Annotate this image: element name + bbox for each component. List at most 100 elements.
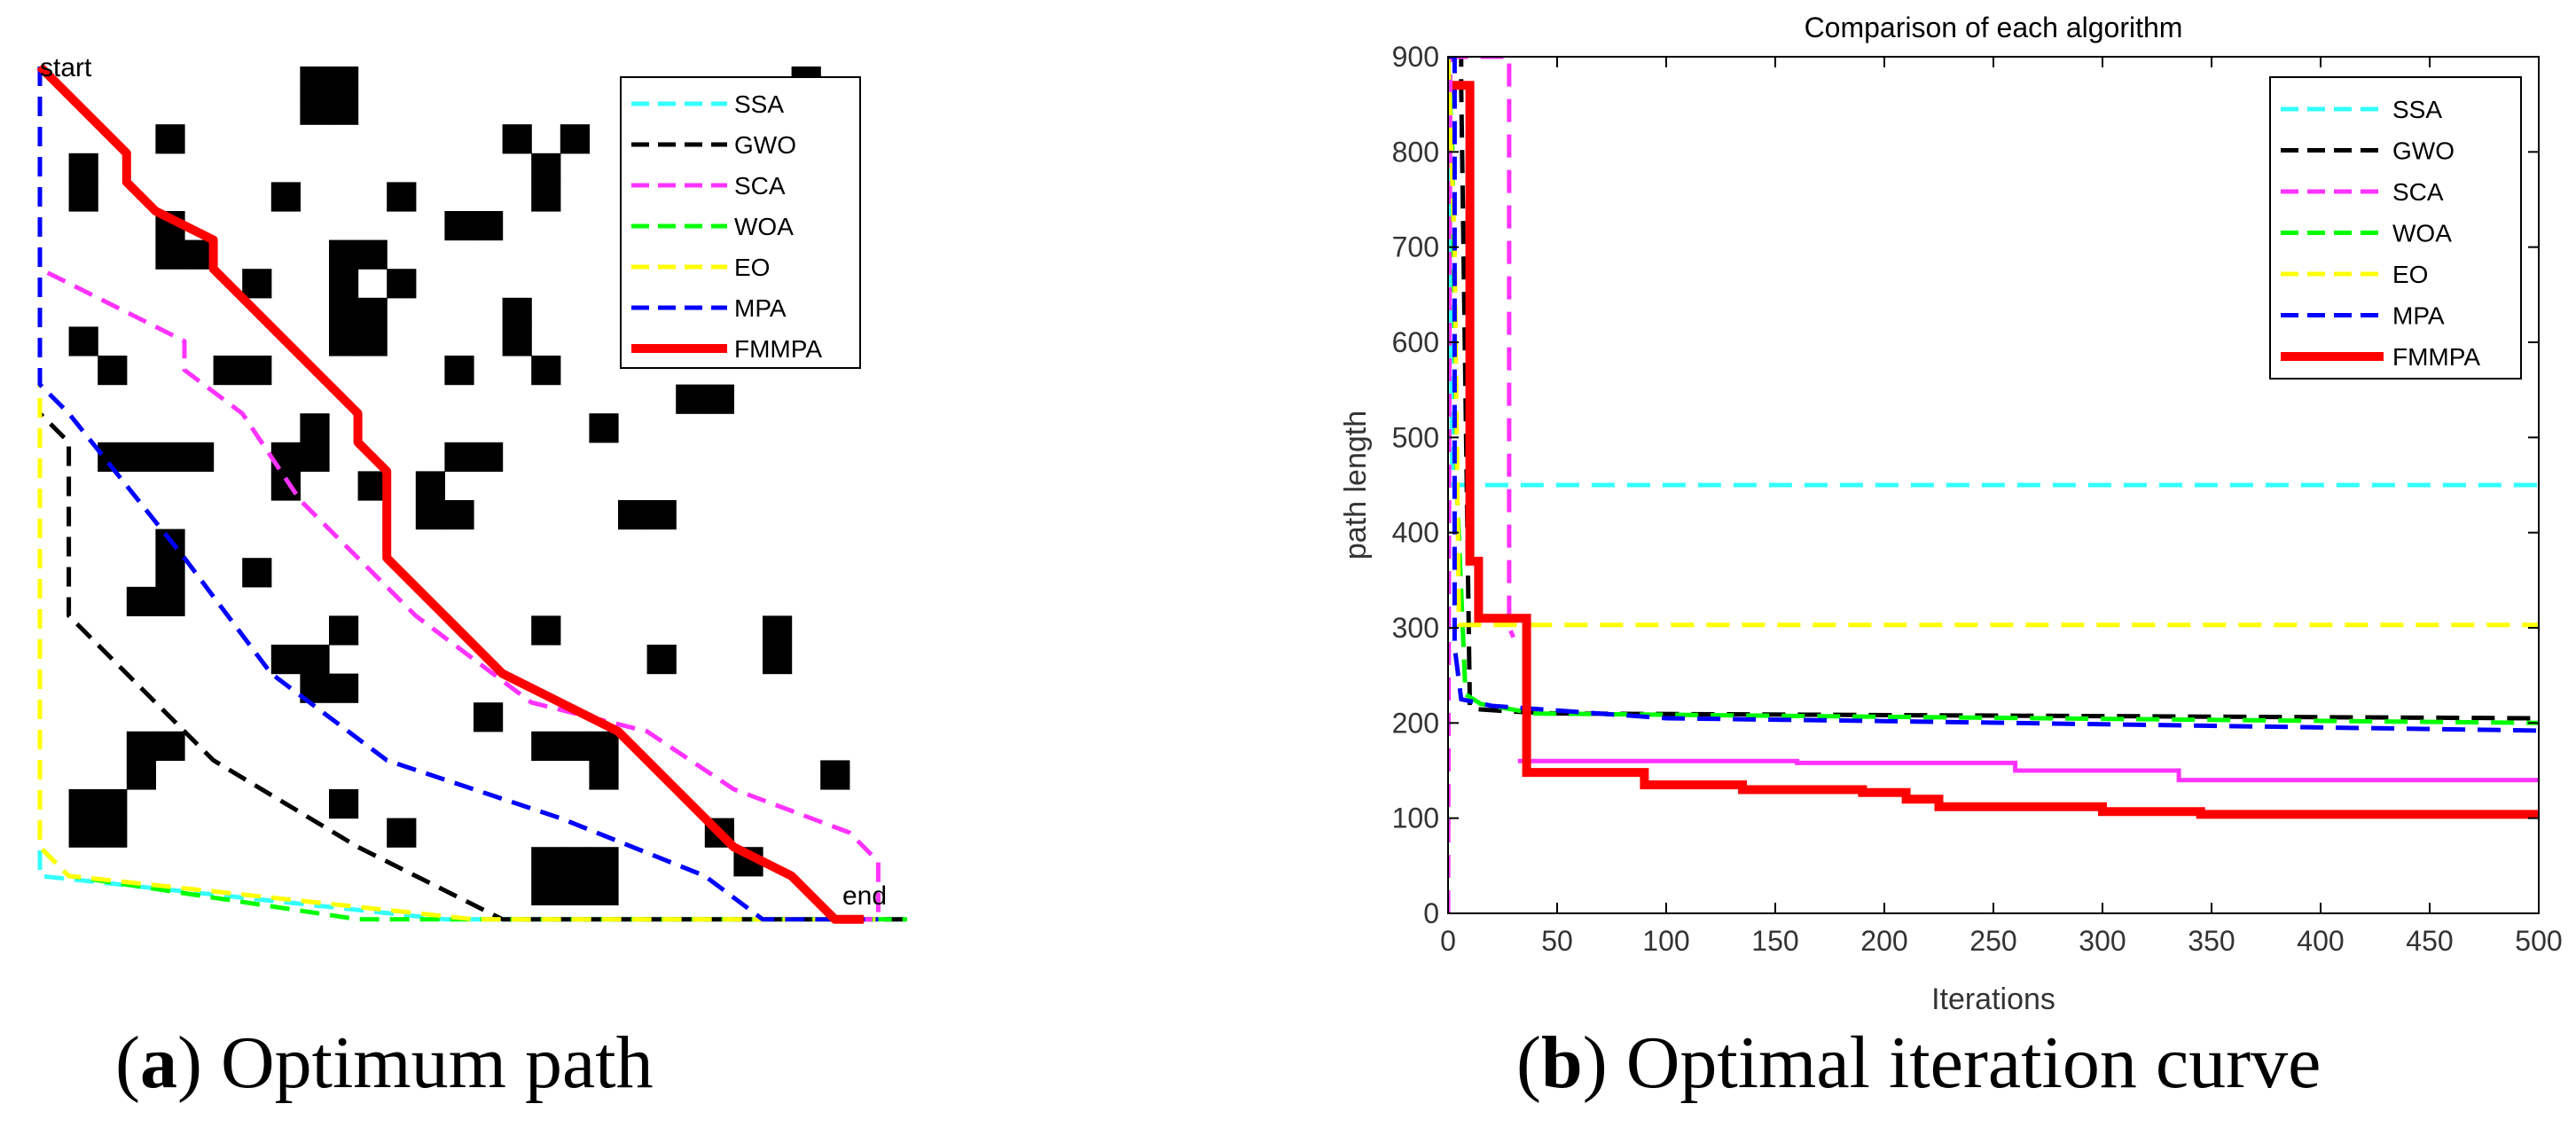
series-sca-tail bbox=[1517, 758, 2539, 783]
legend-a: SSA GWO SCA WOA EO MPA FMMPA bbox=[620, 76, 861, 369]
x-tick-label: 300 bbox=[2079, 925, 2126, 957]
series-fmmpa bbox=[1452, 81, 2539, 819]
series-group bbox=[1448, 57, 2539, 913]
start-label: start bbox=[40, 53, 92, 82]
x-tick-label: 100 bbox=[1642, 925, 1689, 957]
x-tick-label: 400 bbox=[2297, 925, 2344, 957]
path-sca bbox=[37, 67, 881, 922]
obstacle-cell bbox=[155, 586, 185, 616]
obstacle-cell bbox=[184, 442, 215, 472]
obstacle-cell bbox=[763, 615, 793, 646]
obstacle-cell bbox=[502, 124, 532, 154]
y-tick-label: 0 bbox=[1423, 897, 1439, 929]
obstacle-cell bbox=[242, 558, 272, 588]
panel-b-iteration-curve: 0 50 100 150 200 250 300 350 400 450 500 0 100 200 300… bbox=[1339, 12, 2563, 1016]
obstacle-cell bbox=[68, 818, 98, 848]
legend-a-label-ssa: SSA bbox=[734, 90, 784, 118]
x-tick-label: 250 bbox=[1969, 925, 2016, 957]
obstacle-cell bbox=[213, 356, 243, 386]
y-tick-label: 600 bbox=[1392, 326, 1439, 358]
path-gwo bbox=[37, 67, 907, 922]
x-tick-label: 450 bbox=[2406, 925, 2453, 957]
obstacle-cell bbox=[300, 67, 330, 97]
y-tick-label: 200 bbox=[1392, 707, 1439, 739]
obstacle-cell bbox=[329, 326, 359, 356]
obstacle-cell bbox=[531, 731, 561, 761]
caption-a-text: Optimum path bbox=[201, 1022, 654, 1104]
y-tick-label: 700 bbox=[1392, 231, 1439, 263]
obstacle-cell bbox=[270, 471, 301, 501]
obstacle-cell bbox=[474, 442, 504, 472]
legend-a-label-fmmpa: FMMPA bbox=[734, 335, 822, 363]
x-tick-label: 0 bbox=[1440, 925, 1456, 957]
obstacle-cell bbox=[155, 124, 185, 154]
caption-b-letter: b bbox=[1540, 1022, 1583, 1104]
obstacle-cell bbox=[126, 586, 156, 616]
obstacle-cell bbox=[676, 384, 706, 414]
legend-b-label-sca: SCA bbox=[2392, 178, 2444, 206]
legend-a-label-mpa: MPA bbox=[734, 294, 787, 322]
obstacle-cell bbox=[98, 356, 128, 386]
obstacle-cell bbox=[68, 326, 98, 356]
legend-b-label-woa: WOA bbox=[2392, 220, 2452, 247]
obstacle-cell bbox=[98, 789, 128, 819]
obstacle-cell bbox=[68, 153, 98, 183]
legend-b-label-fmmpa: FMMPA bbox=[2392, 343, 2480, 371]
obstacle-cell bbox=[155, 731, 185, 761]
obstacle-cell bbox=[329, 269, 359, 299]
x-tick-label: 200 bbox=[1860, 925, 1907, 957]
obstacle-cell bbox=[329, 673, 359, 703]
obstacle-cell bbox=[126, 442, 156, 472]
y-tick-label: 800 bbox=[1392, 136, 1439, 168]
y-tick-label: 900 bbox=[1392, 41, 1439, 73]
obstacle-cell bbox=[704, 384, 734, 414]
caption-b-text: Optimal iteration curve bbox=[1607, 1022, 2322, 1104]
series-mpa bbox=[1448, 57, 2539, 733]
obstacle-cell bbox=[357, 297, 388, 327]
legend-a-label-sca: SCA bbox=[734, 172, 786, 200]
obstacle-cell bbox=[560, 875, 590, 905]
x-tick-label: 500 bbox=[2515, 925, 2562, 957]
series-gwo bbox=[1448, 57, 2539, 721]
y-axis-label: path length bbox=[1339, 411, 1373, 560]
obstacle-cell bbox=[300, 645, 330, 675]
obstacle-cell bbox=[531, 615, 561, 646]
obstacle-cell bbox=[474, 702, 504, 732]
path-fmmpa bbox=[36, 63, 865, 924]
x-tick-label: 50 bbox=[1541, 925, 1573, 957]
legend-a-box bbox=[620, 76, 861, 369]
obstacle-cell bbox=[155, 558, 185, 588]
end-label: end bbox=[842, 881, 887, 911]
y-tick-label: 500 bbox=[1392, 421, 1439, 453]
obstacle-cell bbox=[560, 124, 590, 154]
obstacle-cell bbox=[68, 182, 98, 212]
x-axis-label: Iterations bbox=[1931, 983, 2055, 1016]
obstacle-cell bbox=[155, 239, 185, 270]
y-tick-label: 100 bbox=[1392, 802, 1439, 834]
legend-a-label-eo: EO bbox=[734, 254, 770, 281]
y-tick-label: 300 bbox=[1392, 612, 1439, 644]
obstacle-cell bbox=[300, 95, 330, 125]
obstacle-cell bbox=[444, 500, 474, 530]
legend-b: SSA GWO SCA WOA EO MPA FMMPA bbox=[2269, 76, 2522, 380]
obstacle-cell bbox=[329, 615, 359, 646]
legend-b-label-gwo: GWO bbox=[2392, 137, 2455, 165]
legend-a-label-woa: WOA bbox=[734, 213, 794, 240]
legend-b-box bbox=[2269, 76, 2522, 380]
obstacle-cell bbox=[329, 95, 359, 125]
obstacle-cell bbox=[560, 847, 590, 877]
obstacle-cell bbox=[300, 413, 330, 443]
obstacle-cell bbox=[589, 847, 619, 877]
obstacle-cell bbox=[502, 326, 532, 356]
legend-b-label-mpa: MPA bbox=[2392, 302, 2445, 330]
obstacle-cell bbox=[329, 297, 359, 327]
x-tick-label: 150 bbox=[1751, 925, 1798, 957]
obstacle-cell bbox=[531, 847, 561, 877]
obstacle-cell bbox=[242, 356, 272, 386]
obstacle-cell bbox=[560, 731, 590, 761]
series-woa bbox=[1448, 57, 2539, 725]
obstacle-cell bbox=[126, 760, 156, 790]
obstacle-cell bbox=[646, 500, 677, 530]
obstacle-cell bbox=[126, 731, 156, 761]
